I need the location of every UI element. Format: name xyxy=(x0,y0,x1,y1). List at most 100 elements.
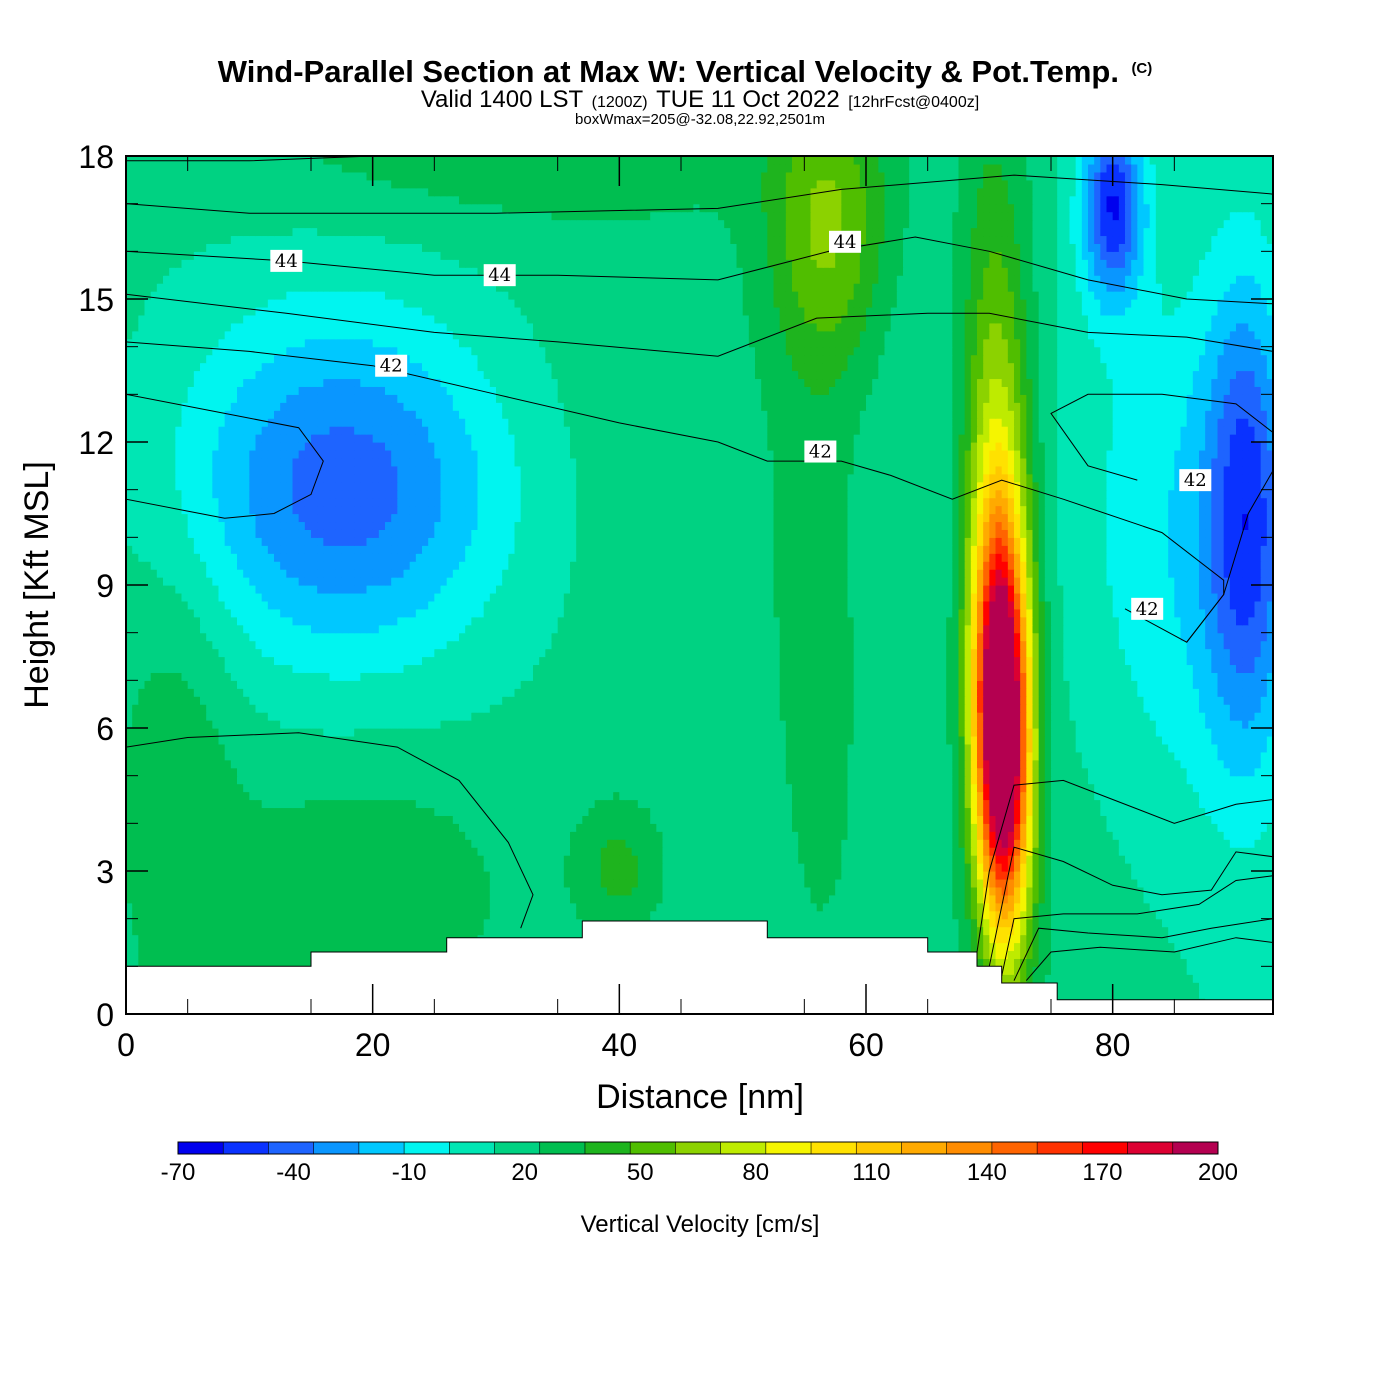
velocity-cell xyxy=(872,926,879,936)
velocity-cell xyxy=(1014,974,1021,983)
velocity-cell xyxy=(644,855,651,864)
velocity-cell xyxy=(952,878,960,888)
velocity-cell xyxy=(434,886,442,896)
velocity-cell xyxy=(594,871,602,880)
velocity-cell xyxy=(428,910,435,920)
velocity-cell xyxy=(1192,982,1200,991)
velocity-cell xyxy=(193,855,201,864)
velocity-cell xyxy=(1081,950,1089,959)
velocity-cell xyxy=(459,823,466,832)
velocity-cell xyxy=(434,855,442,864)
velocity-cell xyxy=(755,894,762,904)
velocity-cell xyxy=(903,831,910,840)
velocity-cell xyxy=(156,910,164,920)
velocity-cell xyxy=(847,823,855,832)
velocity-cell xyxy=(471,839,479,848)
velocity-cell xyxy=(952,831,960,840)
velocity-cell xyxy=(582,871,590,880)
velocity-cell xyxy=(1118,886,1126,896)
velocity-cell xyxy=(1168,807,1175,816)
velocity-cell xyxy=(1088,958,1095,967)
velocity-cell xyxy=(718,815,725,824)
velocity-cell xyxy=(1211,902,1219,912)
velocity-cell xyxy=(927,815,935,824)
velocity-cell xyxy=(286,902,294,912)
velocity-cell xyxy=(1174,894,1182,904)
velocity-cell xyxy=(699,815,707,824)
velocity-cell xyxy=(1094,886,1101,896)
velocity-cell xyxy=(224,831,232,840)
velocity-cell xyxy=(1162,910,1169,920)
velocity-cell xyxy=(829,878,836,888)
velocity-cell xyxy=(489,863,497,872)
velocity-cell xyxy=(520,918,528,928)
velocity-cell xyxy=(1069,990,1077,999)
velocity-cell xyxy=(335,847,343,856)
velocity-cell xyxy=(600,831,608,840)
velocity-cell xyxy=(1118,950,1126,959)
velocity-cell xyxy=(619,871,627,880)
velocity-cell xyxy=(422,910,429,920)
velocity-cell xyxy=(983,894,990,904)
velocity-cell xyxy=(175,958,183,967)
velocity-cell xyxy=(662,886,670,896)
velocity-cell xyxy=(637,863,645,872)
velocity-cell xyxy=(422,823,429,832)
velocity-cell xyxy=(230,942,238,952)
velocity-cell xyxy=(126,863,133,872)
velocity-cell xyxy=(459,847,466,856)
velocity-cell xyxy=(1254,878,1262,888)
velocity-cell xyxy=(619,839,627,848)
velocity-cell xyxy=(267,918,275,928)
velocity-cell xyxy=(329,847,337,856)
velocity-cell xyxy=(1192,958,1200,967)
velocity-cell xyxy=(446,807,454,816)
velocity-cell xyxy=(668,855,676,864)
velocity-cell xyxy=(1044,934,1052,944)
velocity-cell xyxy=(181,831,189,840)
velocity-cell xyxy=(360,902,368,912)
velocity-cell xyxy=(964,926,972,936)
velocity-cell xyxy=(317,815,324,824)
velocity-cell xyxy=(1143,926,1151,936)
velocity-cell xyxy=(816,839,824,848)
velocity-cell xyxy=(853,863,861,872)
velocity-cell xyxy=(255,839,263,848)
velocity-cell xyxy=(995,926,1003,936)
velocity-cell xyxy=(1057,878,1064,888)
velocity-cell xyxy=(989,918,997,928)
velocity-cell xyxy=(798,823,805,832)
velocity-cell xyxy=(582,894,590,904)
velocity-cell xyxy=(921,831,929,840)
velocity-cell xyxy=(267,878,275,888)
velocity-cell xyxy=(175,839,183,848)
velocity-cell xyxy=(946,807,953,816)
velocity-cell xyxy=(779,847,787,856)
velocity-cell xyxy=(520,886,528,896)
velocity-cell xyxy=(1118,807,1126,816)
velocity-cell xyxy=(705,823,713,832)
velocity-cell xyxy=(594,799,602,809)
velocity-cell xyxy=(1199,878,1206,888)
velocity-cell xyxy=(989,878,997,888)
velocity-cell xyxy=(1137,990,1145,999)
velocity-cell xyxy=(1162,926,1169,936)
velocity-cell xyxy=(705,878,713,888)
velocity-cell xyxy=(193,831,201,840)
velocity-cell xyxy=(903,902,910,912)
velocity-cell xyxy=(440,799,448,809)
velocity-cell xyxy=(853,807,861,816)
velocity-cell xyxy=(1118,942,1126,952)
velocity-cell xyxy=(200,934,207,944)
velocity-cell xyxy=(298,878,306,888)
velocity-cell xyxy=(977,863,984,872)
velocity-cell xyxy=(489,831,497,840)
velocity-cell xyxy=(1026,863,1034,872)
velocity-cell xyxy=(181,847,189,856)
velocity-cell xyxy=(1069,974,1077,983)
velocity-cell xyxy=(126,886,133,896)
velocity-cell xyxy=(138,871,146,880)
velocity-cell xyxy=(1118,966,1126,975)
velocity-cell xyxy=(163,950,170,959)
velocity-cell xyxy=(1094,902,1101,912)
